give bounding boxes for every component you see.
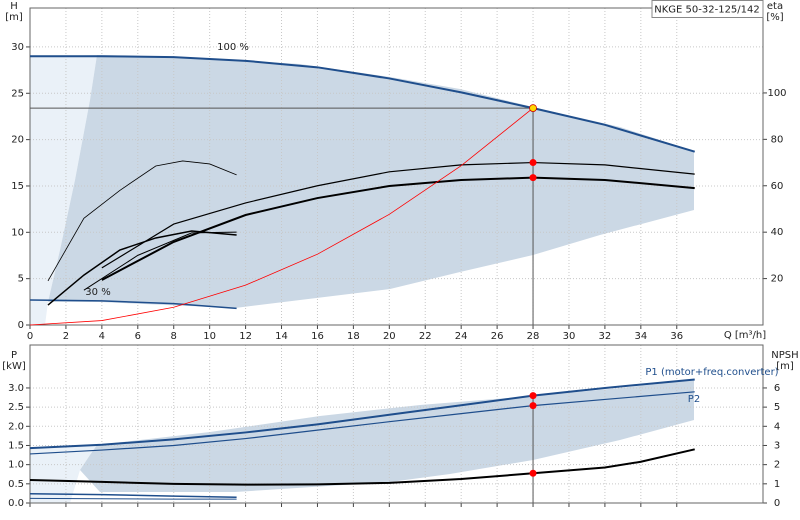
y2-axis-unit: [%]: [766, 12, 783, 23]
series-label: P1 (motor+freq.converter): [645, 367, 778, 378]
series-line: [29, 378, 695, 450]
x-tick-label: 24: [455, 331, 468, 342]
plot-frame: [29, 7, 764, 326]
x-tick-label: 32: [599, 331, 612, 342]
annotation: 30 %: [85, 287, 110, 298]
plot-frame: [29, 344, 764, 504]
x-tick-label: 26: [491, 331, 504, 342]
annotation: 100 %: [217, 42, 249, 53]
x-tick-label: 36: [670, 331, 683, 342]
x-tick-label: 4: [99, 331, 105, 342]
y-tick-label: 1.5: [8, 440, 24, 451]
y-tick-label: 20: [11, 135, 24, 146]
y2-tick-label: 6: [774, 383, 780, 394]
y-tick-label: 0.0: [8, 498, 24, 509]
series-line: [101, 161, 695, 269]
y2-tick-label: 20: [771, 274, 784, 285]
y-tick-label: 2.0: [8, 421, 24, 432]
operating-range: [48, 55, 694, 308]
light-region: [30, 445, 97, 503]
x-tick-label: 2: [63, 331, 69, 342]
x-tick-label: 22: [419, 331, 432, 342]
light-region: [30, 55, 97, 325]
y-tick-label: 2.5: [8, 402, 24, 413]
series-line: [47, 230, 237, 306]
series-line: [83, 231, 237, 291]
y-tick-label: 1.0: [8, 460, 24, 471]
series-line: [29, 448, 695, 486]
y2-tick-label: 1: [774, 479, 780, 490]
duty-marker: [529, 469, 537, 477]
x-tick-label: 18: [347, 331, 360, 342]
x-axis-label: Q [m³/h]: [724, 330, 766, 341]
y2-tick-label: 40: [771, 227, 784, 238]
duty-marker: [529, 402, 537, 410]
duty-marker: [529, 174, 537, 182]
y-axis-label: P: [11, 350, 17, 361]
duty-marker: [529, 159, 537, 167]
y2-axis-label: eta: [767, 1, 783, 12]
y2-tick-label: 100: [767, 88, 786, 99]
duty-marker: [529, 104, 537, 113]
y-tick-label: 10: [11, 227, 24, 238]
y2-axis-unit: [m]: [776, 361, 794, 372]
x-tick-label: 34: [634, 331, 647, 342]
y-tick-label: 15: [11, 181, 24, 192]
y2-tick-label: 80: [771, 134, 784, 145]
series-line: [29, 497, 237, 500]
y2-tick-label: 60: [771, 181, 784, 192]
chart-title: NKGE 50-32-125/142: [654, 5, 760, 16]
duty-marker: [529, 392, 537, 400]
y-axis-label: H: [10, 1, 18, 12]
title-box: [651, 0, 764, 18]
x-tick-label: 10: [203, 331, 216, 342]
plot: 0 2 4 6 8 10 12 14 16 18 20 22 24 26 28 30 32 34 360510152…: [2, 1, 798, 509]
y-tick-label: 5: [18, 274, 24, 285]
series-line: [29, 107, 534, 326]
y-axis-unit: [m]: [5, 12, 23, 23]
y2-tick-label: 3: [774, 440, 780, 451]
x-tick-label: 30: [563, 331, 576, 342]
series-label: P2: [688, 394, 700, 405]
y-tick-label: 30: [11, 42, 24, 53]
x-tick-label: 20: [383, 331, 396, 342]
y2-tick-label: 2: [774, 460, 780, 471]
x-tick-label: 0: [27, 331, 33, 342]
y-tick-label: 25: [11, 88, 24, 99]
x-tick-label: 16: [311, 331, 324, 342]
y2-axis-label: NPSH: [771, 350, 798, 361]
y2-tick-label: 4: [774, 421, 780, 432]
series-line: [29, 493, 237, 498]
y2-tick-label: 5: [774, 402, 780, 413]
x-tick-label: 14: [275, 331, 288, 342]
x-tick-label: 28: [527, 331, 540, 342]
series-line: [30, 55, 696, 153]
y-axis-unit: [kW]: [2, 361, 26, 372]
operating-range: [80, 380, 694, 492]
x-tick-label: 6: [135, 331, 141, 342]
y-tick-label: 3.0: [8, 383, 24, 394]
y2-tick-label: 0: [774, 498, 780, 509]
x-tick-label: 8: [171, 331, 177, 342]
series-line: [29, 299, 237, 310]
series-line: [29, 391, 695, 455]
x-tick-label: 12: [239, 331, 252, 342]
y-tick-label: 0: [18, 320, 24, 331]
y-tick-label: 0.5: [8, 479, 24, 490]
series-line: [47, 160, 237, 282]
